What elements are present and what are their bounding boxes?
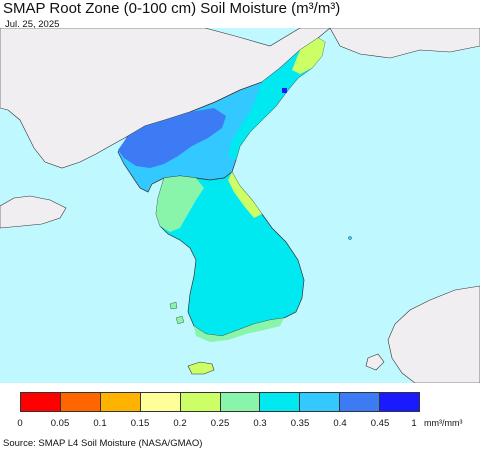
colorbar-cell-6: [260, 393, 301, 411]
colorbar-cell-3: [140, 393, 181, 411]
ulleungdo-island: [348, 236, 352, 240]
tick-label: 0.35: [290, 418, 310, 429]
colorbar: [20, 392, 420, 412]
tick-label: 0.2: [173, 418, 187, 429]
tick-label: 0.4: [333, 418, 347, 429]
japan-island-small: [365, 353, 385, 371]
tick-label: 1: [411, 418, 417, 429]
tick-label: 0.15: [130, 418, 150, 429]
colorbar-cell-1: [60, 393, 101, 411]
colorbar-cell-8: [340, 393, 381, 411]
colorbar-cell-0: [21, 393, 61, 411]
colorbar-cell-9: [380, 393, 420, 411]
tick-label: 0.45: [370, 418, 390, 429]
tick-label: 0.1: [93, 418, 107, 429]
south-korea-northeast-zone: [228, 172, 262, 218]
colorbar-unit: mm³/mm³: [424, 418, 463, 428]
jeju-island: [187, 361, 215, 375]
north-korea-west-zone: [118, 108, 226, 168]
south-korea-west-coast-zone: [156, 176, 204, 232]
source-credit: Source: SMAP L4 Soil Moisture (NASA/GMAO…: [3, 438, 203, 449]
tick-label: 0.05: [50, 418, 70, 429]
high-moisture-patch: [282, 88, 287, 93]
colorbar-cell-7: [300, 393, 341, 411]
colorbar-cell-4: [180, 393, 221, 411]
japan-landmass: [387, 285, 480, 383]
tick-label: 0: [17, 418, 23, 429]
south-korea-south-coast-zone: [194, 318, 284, 342]
north-korea-northeast-zone: [292, 38, 325, 74]
soil-moisture-map: [0, 28, 480, 383]
russia-landmass: [329, 28, 480, 59]
colorbar-cell-5: [220, 393, 261, 411]
colorbar-cell-2: [100, 393, 141, 411]
tick-label: 0.25: [210, 418, 230, 429]
shandong-peninsula: [0, 195, 67, 229]
map-title: SMAP Root Zone (0-100 cm) Soil Moisture …: [3, 0, 341, 17]
southwest-islands: [169, 301, 185, 325]
tick-label: 0.3: [253, 418, 267, 429]
colorbar-ticks: 0 0.05 0.1 0.15 0.2 0.25 0.3 0.35 0.4 0.…: [0, 418, 480, 432]
map-date: Jul. 25, 2025: [5, 19, 60, 30]
